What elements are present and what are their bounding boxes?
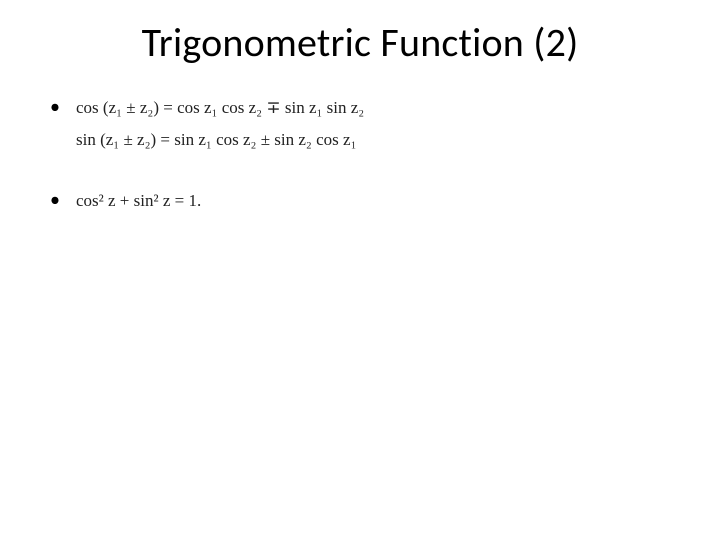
bullet-list: cos (z₁ ± z₂) = cos z₁ cos z₂ ∓ sin z₁ s… [48,95,672,214]
equation-block: cos (z₁ ± z₂) = cos z₁ cos z₂ ∓ sin z₁ s… [76,95,672,154]
bullet-item: cos (z₁ ± z₂) = cos z₁ cos z₂ ∓ sin z₁ s… [48,95,672,154]
equation-line: cos (z₁ ± z₂) = cos z₁ cos z₂ ∓ sin z₁ s… [76,95,672,121]
equation-line: cos² z + sin² z = 1. [76,188,672,214]
slide-body: cos (z₁ ± z₂) = cos z₁ cos z₂ ∓ sin z₁ s… [48,95,672,248]
equation-line: sin (z₁ ± z₂) = sin z₁ cos z₂ ± sin z₂ c… [76,127,672,153]
equation-block: cos² z + sin² z = 1. [76,188,672,214]
bullet-item: cos² z + sin² z = 1. [48,188,672,214]
slide-title: Trigonometric Function (2) [0,18,720,67]
slide: Trigonometric Function (2) cos (z₁ ± z₂)… [0,0,720,540]
